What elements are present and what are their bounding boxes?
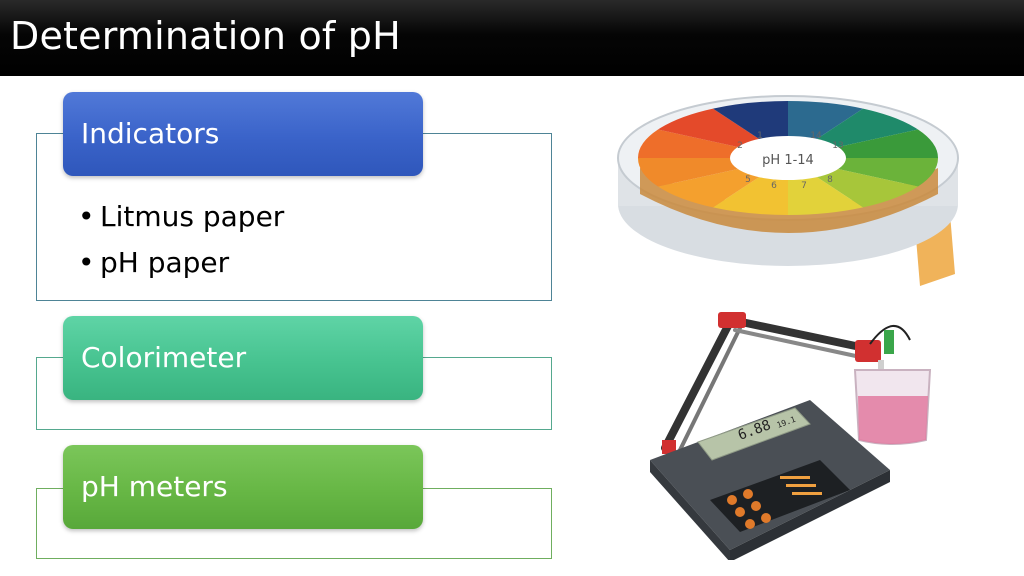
paper-number: 6 — [771, 181, 777, 191]
list-item: • Litmus paper — [78, 194, 284, 240]
meter-display — [697, 407, 811, 461]
list-item: • pH paper — [78, 240, 284, 286]
paper-label: pH 1-14 — [762, 153, 814, 168]
paper-number: 2 — [737, 141, 743, 151]
title-bar: Determination of pH — [0, 0, 1024, 76]
ph-paper-roll-image: pH 1-14 2 1 14 13 5 6 7 8 — [617, 95, 959, 286]
paper-number: 8 — [827, 175, 833, 185]
bullet-icon: • — [78, 200, 95, 233]
paper-number: 1 — [757, 131, 763, 141]
colorimeter-header: Colorimeter — [63, 316, 423, 400]
paper-number: 13 — [832, 141, 843, 151]
paper-number: 5 — [745, 175, 751, 185]
paper-number: 14 — [810, 131, 822, 141]
slide-title: Determination of pH — [10, 14, 401, 58]
ph-meters-header: pH meters — [63, 445, 423, 529]
stand-arm — [661, 318, 734, 452]
indicators-header: Indicators — [63, 92, 423, 176]
indicators-list: • Litmus paper • pH paper — [78, 194, 284, 286]
bullet-icon: • — [78, 246, 95, 279]
ph-meter-image: 6.88 19.1 — [650, 312, 932, 560]
paper-number: 7 — [801, 181, 807, 191]
